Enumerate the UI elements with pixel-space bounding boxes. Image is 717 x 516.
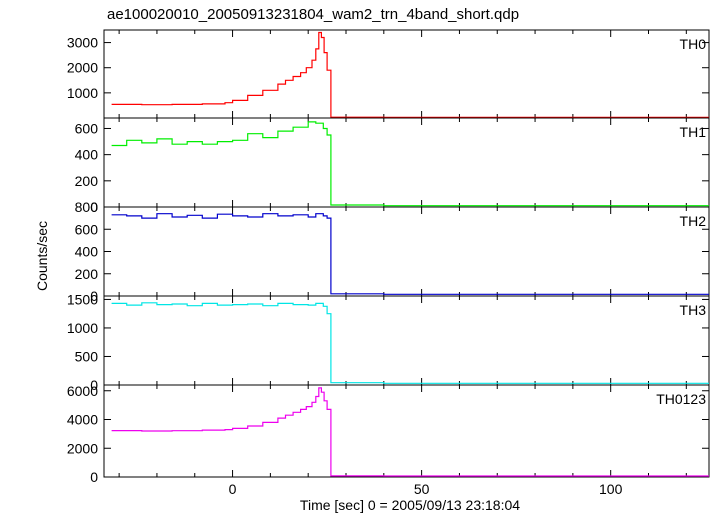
y-tick-label: 1000: [67, 320, 98, 336]
y-tick-label: 0: [90, 199, 98, 215]
panel-th3: 0 500 1000 1500 TH3: [67, 291, 710, 393]
x-tick-label: 100: [599, 481, 623, 497]
y-tick-label: 1000: [67, 85, 98, 101]
y-tick-label: 600: [75, 120, 99, 136]
panel-frame: [103, 206, 710, 297]
y-tick-label: 200: [75, 173, 99, 189]
y-tick-label: 2000: [67, 60, 98, 76]
panel-stack: 1000 2000 3000 TH0 0 200 400 600 TH1 0 200 400 600 80…: [67, 29, 710, 485]
y-tick-label: 0: [90, 469, 98, 485]
y-axis-label: Counts/sec: [34, 221, 50, 291]
panel-label: TH0: [680, 36, 707, 52]
y-tick-label: 3000: [67, 35, 98, 51]
x-axis-tick-labels: 0 50 100: [229, 481, 623, 497]
series-th0: [111, 31, 709, 118]
y-tick-label: 200: [75, 266, 99, 282]
series-th1: [111, 121, 709, 207]
y-tick-label: 4000: [67, 412, 98, 428]
y-tick-label: 600: [75, 221, 99, 237]
panel-label: TH1: [680, 124, 707, 140]
series-th3: [111, 302, 709, 384]
y-tick-label: 800: [75, 199, 99, 215]
panel-frame: [103, 295, 710, 386]
series-th2: [111, 213, 709, 295]
x-axis-label: Time [sec] 0 = 2005/09/13 23:18:04: [300, 497, 520, 513]
y-tick-label: 400: [75, 244, 99, 260]
panel-th0123: 0 2000 4000 6000 TH0123: [67, 383, 710, 485]
panel-label: TH2: [680, 213, 707, 229]
x-tick-label: 0: [229, 481, 237, 497]
y-tick-label: 6000: [67, 383, 98, 399]
panel-frame: [103, 117, 710, 208]
y-tick-label: 500: [75, 348, 99, 364]
panel-th1: 0 200 400 600 TH1: [75, 117, 710, 215]
y-tick-label: 1500: [67, 291, 98, 307]
y-tick-label: 2000: [67, 440, 98, 456]
panel-frame: [103, 384, 710, 478]
panel-th2: 0 200 400 600 800 TH2: [75, 199, 710, 304]
x-tick-label: 50: [414, 481, 430, 497]
panel-th0: 1000 2000 3000 TH0: [67, 29, 710, 119]
panel-label: TH3: [680, 302, 707, 318]
y-tick-label: 400: [75, 147, 99, 163]
series-th0123: [111, 387, 709, 477]
y-tick-label: 0: [90, 377, 98, 393]
panel-label: TH0123: [656, 391, 706, 407]
y-tick-label: 0: [90, 288, 98, 304]
chart-title: ae100020010_20050913231804_wam2_trn_4ban…: [107, 6, 519, 23]
